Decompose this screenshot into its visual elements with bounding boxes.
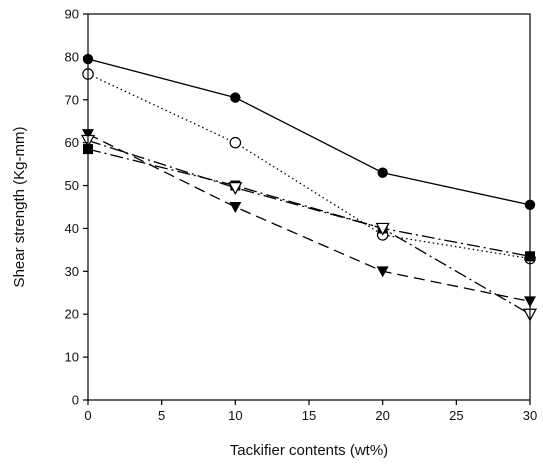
- y-tick-label: 60: [65, 135, 79, 150]
- y-tick-label: 10: [65, 350, 79, 365]
- x-axis-title: Tackifier contents (wt%): [230, 442, 388, 459]
- y-tick-label: 90: [65, 7, 79, 22]
- series-3-line: [87, 148, 531, 257]
- y-tick-label: 40: [65, 221, 79, 236]
- y-tick-label: 30: [65, 264, 79, 279]
- x-tick-label: 10: [228, 408, 242, 423]
- series-4-line: [87, 133, 531, 303]
- y-tick-label: 0: [72, 393, 79, 408]
- series-lines: [87, 58, 531, 315]
- x-tick-label: 20: [375, 408, 389, 423]
- series-5-point: [228, 182, 243, 195]
- series-1-line: [87, 58, 531, 206]
- x-tick-label: 25: [449, 408, 463, 423]
- y-tick-label: 80: [65, 49, 79, 64]
- series-markers: [80, 53, 538, 322]
- x-tick-label: 0: [84, 408, 91, 423]
- series-4-point: [229, 202, 242, 213]
- x-tick-label: 5: [158, 408, 165, 423]
- series-4-point: [376, 266, 389, 278]
- series-1-point: [230, 92, 241, 103]
- series-2-line: [87, 73, 531, 260]
- series-2-point: [229, 136, 242, 149]
- axis-ticks: 0 5 10 15 20 25 30 0 10 20 30 40 50 60 70 80 90: [65, 7, 538, 424]
- series-5-line: [87, 139, 531, 315]
- y-tick-label: 70: [65, 92, 79, 107]
- x-tick-label: 15: [302, 408, 316, 423]
- y-tick-label: 20: [65, 307, 79, 322]
- x-tick-label: 30: [523, 408, 537, 423]
- y-axis-title: Shear strength (Kg-mm): [11, 127, 28, 288]
- plot-area-frame: [87, 13, 531, 401]
- y-tick-label: 50: [65, 178, 79, 193]
- series-5-point: [375, 222, 390, 236]
- series-1-point: [377, 167, 388, 178]
